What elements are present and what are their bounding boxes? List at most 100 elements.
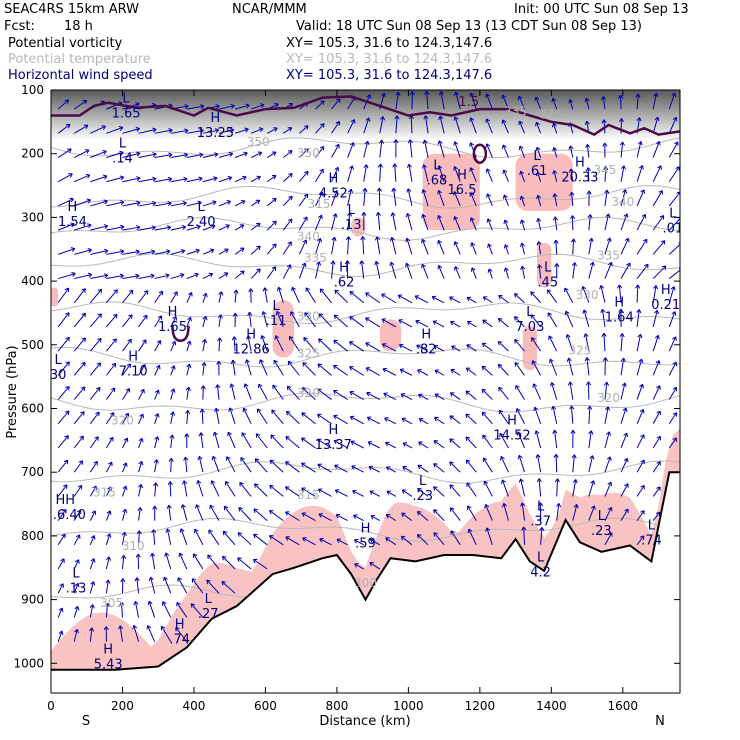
wind-arrow-head: [622, 407, 628, 412]
wind-arrow-head: [91, 510, 97, 515]
wind-arrow: [636, 309, 640, 328]
y-tick-label: 900: [21, 593, 44, 607]
wind-arrow: [154, 389, 159, 400]
wind-arrow-head: [65, 385, 70, 391]
wind-arrow: [564, 287, 574, 303]
wind-arrow: [122, 363, 131, 376]
wind-arrow-head: [301, 262, 307, 268]
wind-arrow-head: [287, 218, 293, 224]
wind-arrow: [226, 456, 236, 473]
extremum-type: L: [533, 149, 541, 164]
wind-arrow-head: [437, 214, 442, 220]
wind-arrow-head: [214, 407, 220, 413]
wind-arrow-head: [386, 490, 391, 496]
wind-arrow-head: [171, 340, 177, 346]
wind-arrow-head: [320, 123, 325, 128]
wind-arrow-head: [394, 115, 400, 120]
wind-arrow-head: [86, 198, 92, 204]
wind-arrow: [636, 189, 645, 207]
wind-arrow: [449, 296, 461, 304]
wind-arrow: [383, 392, 397, 401]
wind-arrow-head: [319, 288, 325, 293]
wind-arrow-head: [400, 535, 406, 541]
wind-arrow: [468, 528, 477, 546]
wind-arrow: [417, 369, 429, 376]
extremum-type: L: [122, 92, 130, 107]
wind-arrow: [122, 388, 130, 400]
wind-arrow-head: [273, 359, 278, 365]
wind-arrow: [273, 360, 284, 376]
extremum-type: H: [168, 305, 178, 320]
wind-arrow: [652, 486, 661, 497]
wind-arrow-head: [255, 199, 261, 205]
wind-arrow: [432, 320, 445, 328]
wind-arrow: [604, 262, 613, 279]
wind-arrow: [291, 287, 300, 303]
wind-arrow-head: [349, 391, 354, 396]
wind-arrow: [636, 485, 645, 497]
wind-arrow: [170, 178, 188, 183]
wind-arrow: [406, 213, 413, 231]
wind-arrow-head: [588, 237, 594, 243]
y-tick-label: 800: [21, 529, 44, 543]
wind-arrow: [449, 507, 461, 521]
wind-arrow: [90, 200, 108, 207]
wind-arrow-head: [64, 435, 69, 440]
wind-arrow-head: [539, 527, 545, 532]
wind-arrow-head: [317, 438, 322, 444]
field-wind-name: Horizontal wind speed: [8, 68, 153, 83]
wind-arrow: [170, 202, 187, 207]
wind-arrow: [408, 163, 413, 182]
wind-arrow: [652, 461, 661, 473]
wind-arrow: [572, 454, 575, 473]
theta-label: 325: [568, 343, 591, 357]
wind-arrow: [298, 193, 309, 207]
wind-arrow-head: [135, 249, 140, 255]
wind-arrow-head: [639, 383, 644, 389]
wind-arrow: [73, 386, 86, 400]
boundary-layer-wind-shading: [51, 428, 680, 670]
wind-arrow: [73, 509, 82, 521]
wind-arrow: [481, 365, 493, 376]
wind-arrow-head: [520, 265, 526, 271]
wind-arrow-head: [138, 437, 144, 443]
wind-arrow: [503, 194, 509, 207]
wind-arrow: [234, 176, 247, 183]
wind-arrow: [214, 431, 220, 449]
wind-arrow: [466, 482, 477, 497]
wind-arrow: [367, 416, 381, 425]
wind-arrow-head: [105, 579, 111, 584]
wind-arrow: [407, 188, 413, 207]
wind-arrow-head: [113, 289, 118, 294]
wind-arrow-head: [119, 150, 124, 156]
wind-arrow: [73, 559, 80, 570]
wind-arrow: [421, 264, 429, 279]
wind-arrow-head: [170, 365, 176, 370]
wind-arrow-head: [302, 239, 308, 244]
extremum-value: .62: [334, 276, 355, 291]
wind-arrow: [248, 312, 252, 328]
wind-arrow: [250, 222, 261, 231]
wind-arrow: [234, 104, 250, 110]
wind-arrow: [431, 296, 445, 304]
wind-arrow-head: [640, 484, 645, 490]
wind-arrow: [415, 320, 429, 328]
wind-arrow: [365, 367, 381, 376]
wind-arrow-head: [392, 163, 398, 168]
wind-arrow: [233, 336, 236, 352]
wind-arrow-head: [74, 605, 80, 611]
wind-arrow: [333, 440, 348, 449]
wind-arrow: [548, 335, 558, 352]
wind-arrow: [604, 213, 610, 231]
wind-arrow-head: [225, 224, 230, 229]
wind-arrow-head: [674, 141, 679, 146]
wind-arrow-head: [259, 359, 264, 364]
wind-arrow: [138, 461, 143, 473]
wind-arrow: [186, 273, 199, 280]
wind-arrow-head: [260, 335, 266, 340]
wind-arrow-head: [301, 487, 306, 492]
extremum-type: L: [205, 592, 213, 607]
wind-arrow-head: [345, 236, 351, 241]
wind-arrow: [253, 558, 268, 570]
extremum-value: .14: [112, 151, 133, 166]
